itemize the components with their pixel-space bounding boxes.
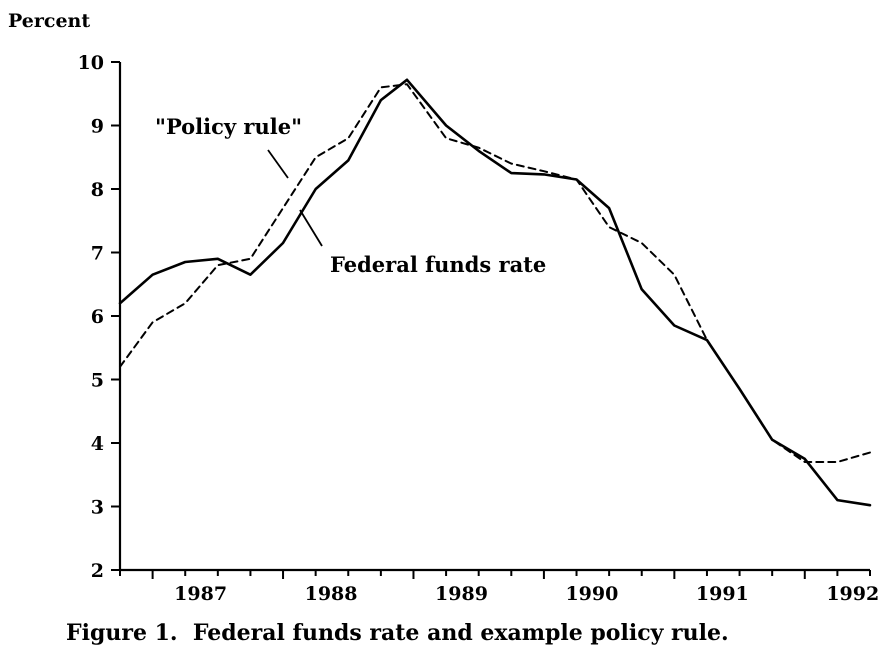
y-tick-label-7: 7 bbox=[91, 243, 104, 265]
y-tick-label-2: 2 bbox=[91, 560, 104, 582]
x-tick-label-1989: 1989 bbox=[435, 583, 488, 605]
x-tick-label-1992: 1992 bbox=[826, 583, 879, 605]
y-tick-label-4: 4 bbox=[91, 433, 104, 455]
policy-rule-line bbox=[119, 83, 871, 463]
y-tick-label-10: 10 bbox=[78, 52, 104, 74]
policy-rule-leader-line bbox=[267, 149, 289, 179]
y-tick-label-6: 6 bbox=[91, 306, 104, 328]
series-group bbox=[118, 78, 872, 507]
funds-rate-label: Federal funds rate bbox=[330, 252, 546, 277]
y-axis-ticks: 2 3 4 5 6 7 8 9 10 bbox=[78, 52, 120, 582]
figure-caption: Figure 1. Federal funds rate and example… bbox=[66, 620, 729, 646]
x-tick-label-1990: 1990 bbox=[565, 583, 618, 605]
y-tick-label-5: 5 bbox=[91, 370, 104, 392]
funds-rate-leader-line bbox=[299, 209, 323, 247]
x-tick-label-1988: 1988 bbox=[305, 583, 358, 605]
y-tick-label-9: 9 bbox=[91, 116, 104, 138]
federal-funds-rate-line bbox=[118, 78, 872, 507]
y-axis-title: Percent bbox=[8, 10, 90, 32]
y-tick-label-8: 8 bbox=[91, 179, 104, 201]
x-tick-label-1987: 1987 bbox=[174, 583, 227, 605]
x-tick-label-1991: 1991 bbox=[696, 583, 749, 605]
y-tick-label-3: 3 bbox=[91, 497, 104, 519]
x-axis-ticks: 1987 1988 1989 1990 1991 1992 bbox=[119, 570, 879, 605]
policy-rule-label: "Policy rule" bbox=[155, 114, 302, 139]
